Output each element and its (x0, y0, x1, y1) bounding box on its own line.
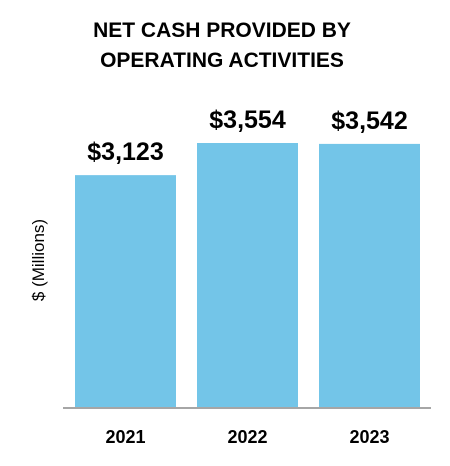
bars-group (75, 143, 420, 408)
chart-title-line-2: OPERATING ACTIVITIES (100, 49, 344, 72)
bar-2022 (197, 143, 298, 408)
x-tick-label-2022: 2022 (227, 427, 267, 447)
bar-2023 (319, 143, 420, 408)
bar-2021 (75, 175, 176, 408)
value-labels-group: $3,123 $3,554 $3,542 (87, 106, 407, 166)
chart-title-line-1: NET CASH PROVIDED BY (93, 19, 351, 42)
x-tick-label-2021: 2021 (105, 427, 145, 447)
x-tick-label-2023: 2023 (349, 427, 389, 447)
value-label-2023: $3,542 (331, 107, 407, 135)
tick-labels-group: 2021 2022 2023 (105, 427, 389, 447)
y-axis-label: $ (Millions) (29, 219, 48, 301)
value-label-2021: $3,123 (87, 138, 163, 166)
value-label-2022: $3,554 (209, 106, 286, 134)
